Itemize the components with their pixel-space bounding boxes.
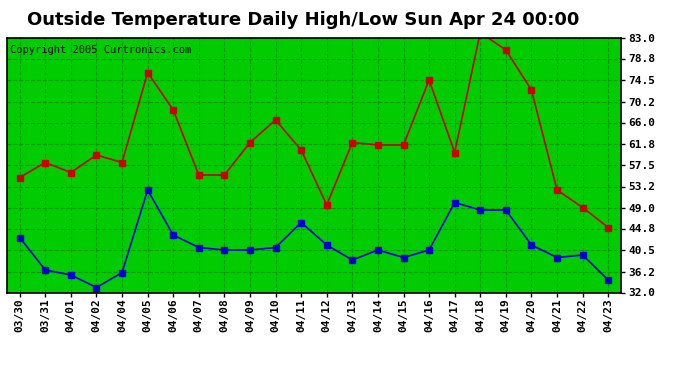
Text: Outside Temperature Daily High/Low Sun Apr 24 00:00: Outside Temperature Daily High/Low Sun A… (28, 11, 580, 29)
Text: Copyright 2005 Curtronics.com: Copyright 2005 Curtronics.com (10, 45, 191, 55)
